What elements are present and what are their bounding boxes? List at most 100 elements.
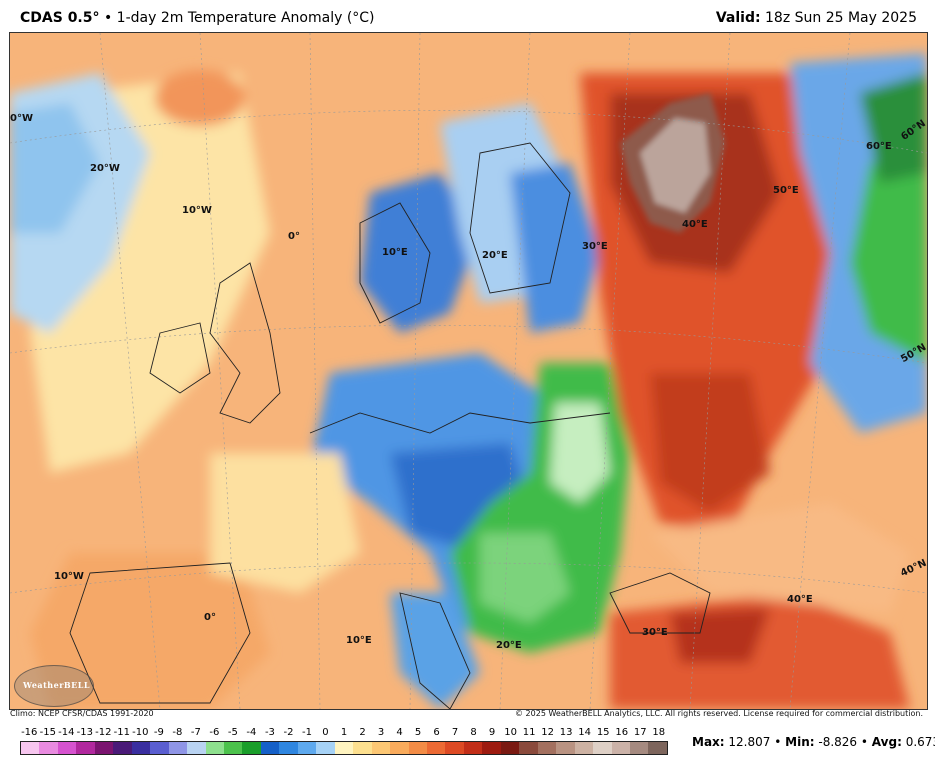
color-scale-cell	[574, 742, 594, 754]
product-name: 1-day 2m Temperature Anomaly (°C)	[116, 10, 375, 26]
color-scale-tick-label: -11	[113, 727, 130, 738]
color-scale-cell	[500, 742, 520, 754]
anomaly-field	[10, 53, 927, 709]
header-bar: CDAS 0.5° • 1-day 2m Temperature Anomaly…	[0, 0, 935, 32]
color-scale-cell	[629, 742, 649, 754]
color-scale-cell	[242, 742, 261, 754]
lon-label: 40°E	[787, 594, 813, 605]
color-scale-cell	[316, 742, 335, 754]
lon-label: 30°E	[582, 241, 608, 252]
color-scale-tick-label: 14	[578, 727, 592, 738]
anomaly-map: 0°W 20°W 10°W 0° 10°E 20°E 30°E 40°E 50°…	[9, 32, 928, 710]
max-label: Max:	[692, 735, 725, 749]
color-scale-tick-label: -1	[301, 727, 312, 738]
color-scale-cell	[556, 742, 575, 754]
color-scale-cell	[76, 742, 95, 754]
lon-label: 20°W	[90, 163, 120, 174]
color-scale-cell	[187, 742, 206, 754]
lon-label: 10°W	[182, 205, 212, 216]
color-scale-cell	[371, 742, 391, 754]
stats-separator: •	[860, 735, 868, 749]
color-scale-tick-label: 5	[414, 727, 422, 738]
valid-label: Valid:	[715, 10, 761, 26]
color-scale-cell	[260, 742, 280, 754]
color-scale-tick-label: -16	[21, 727, 38, 738]
color-scale-tick-label: -2	[283, 727, 294, 738]
lon-label: 30°E	[642, 627, 668, 638]
color-scale-tick-label: 0	[322, 727, 329, 738]
color-scale-tick-label: -3	[264, 727, 275, 738]
color-scale-cell	[150, 742, 169, 754]
color-scale-tick-label: -4	[246, 727, 257, 738]
lon-label: 40°E	[682, 219, 708, 230]
color-scale-tick-label: 12	[541, 727, 555, 738]
color-scale-cell	[390, 742, 409, 754]
lon-label: 20°E	[482, 250, 508, 261]
color-scale-cell	[39, 742, 58, 754]
lon-label: 60°E	[866, 141, 892, 152]
color-scale-tick-label: 11	[522, 727, 536, 738]
color-scale-cell	[519, 742, 538, 754]
color-scale-cell	[21, 742, 40, 754]
valid-time-value: 18z Sun 25 May 2025	[765, 10, 917, 26]
coastlines	[69, 142, 711, 709]
color-scale-labels: -16 -15 -14 -13 -12 -11 -10 -9 -8 -7 -6 -5 -4 -3 -2 -1 0…	[20, 727, 668, 739]
avg-label: Avg:	[871, 735, 902, 749]
stats-readout: Max: 12.807 • Min: -8.826 • Avg: 0.673	[692, 735, 935, 749]
color-scale-tick-label: -14	[58, 727, 75, 738]
min-value: -8.826	[818, 735, 858, 749]
color-scale-cell	[205, 742, 224, 754]
color-scale-tick-label: 9	[488, 727, 496, 738]
color-scale-tick-label: -7	[190, 727, 201, 738]
color-scale-tick-label: -10	[132, 727, 149, 738]
color-scale-tick-label: 8	[470, 727, 477, 738]
model-name: CDAS 0.5°	[20, 10, 100, 26]
color-scale-cell	[593, 742, 612, 754]
climo-note: Climo: NCEP CFSR/CDAS 1991-2020	[10, 709, 154, 718]
color-scale-cell	[168, 742, 188, 754]
lon-label: 0°	[288, 231, 300, 242]
color-scale-tick-label: -9	[153, 727, 164, 738]
lon-label: 0°W	[10, 113, 33, 124]
color-scale-tick-label: -5	[227, 727, 238, 738]
color-scale-bar	[20, 741, 668, 755]
color-scale-cell	[426, 742, 446, 754]
color-scale-tick-label: -8	[172, 727, 183, 738]
copyright-note: © 2025 WeatherBELL Analytics, LLC. All r…	[515, 709, 923, 718]
valid-time: Valid: 18z Sun 25 May 2025	[716, 10, 917, 26]
color-scale-tick-label: 17	[633, 727, 647, 738]
color-scale-tick-label: 2	[359, 727, 366, 738]
color-scale-cell	[353, 742, 372, 754]
color-scale-tick-label: 6	[433, 727, 440, 738]
max-value: 12.807	[728, 735, 771, 749]
color-scale-tick-label: 18	[652, 727, 666, 738]
color-scale-cell	[94, 742, 114, 754]
graticule	[10, 33, 927, 709]
color-scale-cell	[57, 742, 77, 754]
chart-title: CDAS 0.5° • 1-day 2m Temperature Anomaly…	[20, 10, 375, 26]
color-scale-tick-label: 3	[377, 727, 385, 738]
color-scale-cell	[445, 742, 464, 754]
color-scale-cell	[297, 742, 317, 754]
color-scale-tick-label: 4	[396, 727, 403, 738]
avg-value: 0.673	[905, 735, 935, 749]
color-scale-cell	[223, 742, 243, 754]
color-scale-tick-label: 13	[559, 727, 573, 738]
color-scale-tick-label: 10	[504, 727, 517, 738]
title-separator: •	[103, 10, 113, 26]
color-scale-tick-label: 16	[615, 727, 629, 738]
color-scale: -16 -15 -14 -13 -12 -11 -10 -9 -8 -7 -6 -5 -4 -3 -2 -1 0…	[20, 727, 668, 759]
lon-label: 50°E	[773, 185, 799, 196]
color-scale-tick-label: 7	[451, 727, 459, 738]
color-scale-cell	[537, 742, 557, 754]
lon-label: 0°	[204, 612, 216, 623]
color-scale-cell	[611, 742, 630, 754]
color-scale-cell	[113, 742, 132, 754]
logo-text: WeatherBELL	[23, 680, 91, 690]
lon-label: 20°E	[496, 640, 522, 651]
stats-separator: •	[774, 735, 782, 749]
color-scale-tick-label: -15	[39, 727, 56, 738]
color-scale-cell	[648, 742, 667, 754]
color-scale-tick-label: -13	[76, 727, 93, 738]
color-scale-tick-label: -12	[95, 727, 112, 738]
